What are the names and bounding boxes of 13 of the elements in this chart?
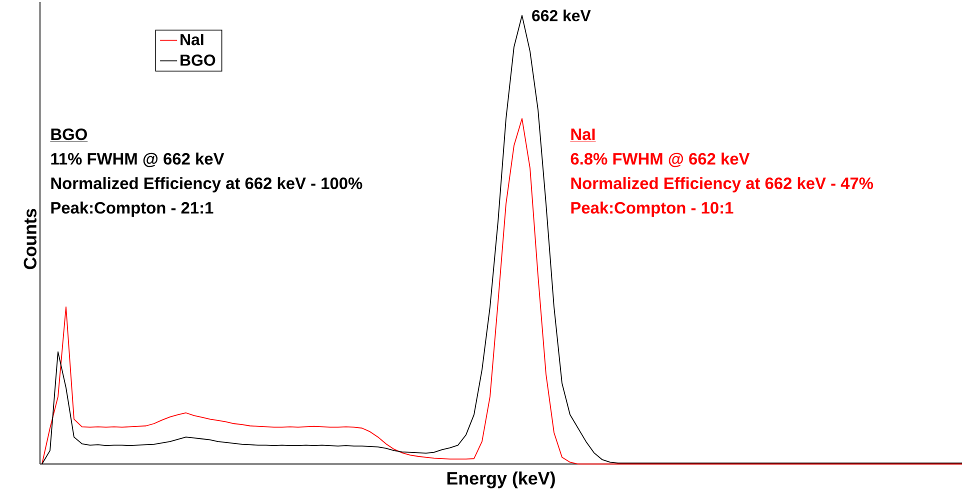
annotation: 6.8% FWHM @ 662 keV	[570, 152, 750, 168]
annotation: Peak:Compton - 21:1	[51, 202, 214, 217]
annotation: Normalized Efficiency at 662 keV - 100%	[51, 177, 362, 192]
annotation: BGO	[51, 128, 87, 140]
annotation: NaI	[571, 128, 595, 140]
y-axis-title: Counts	[24, 208, 36, 270]
legend-label: NaI	[180, 34, 204, 46]
x-axis-title: Energy (keV)	[447, 472, 555, 488]
annotation: Peak:Compton - 10:1	[571, 202, 734, 217]
annotation: 11% FWHM @ 662 keV	[51, 152, 224, 168]
legend-label: BGO	[180, 54, 216, 66]
annotation: Normalized Efficiency at 662 keV - 47%	[571, 177, 874, 192]
annotation: 662 keV	[532, 10, 591, 22]
